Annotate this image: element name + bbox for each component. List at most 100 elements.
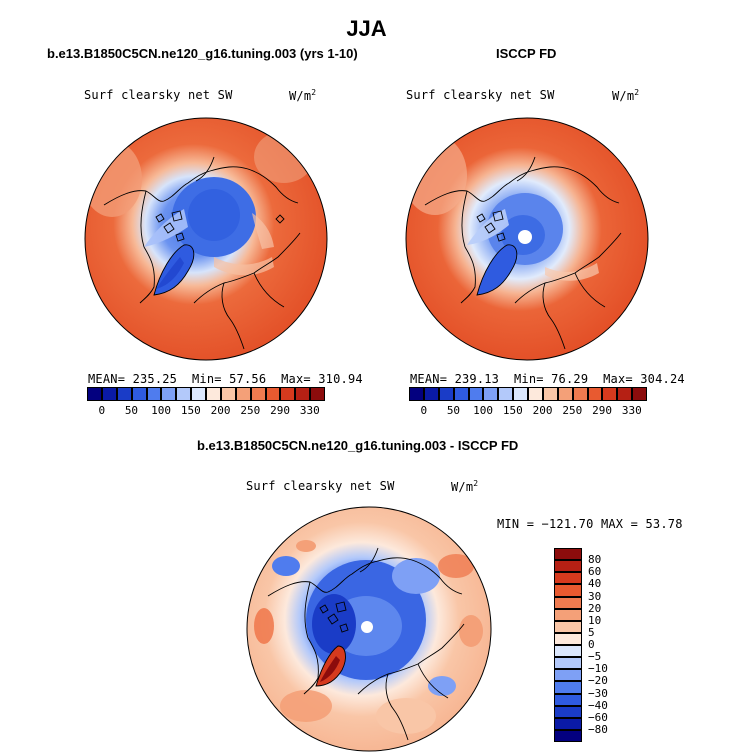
colorbar-tick-label: −80 bbox=[588, 722, 608, 736]
colorbar-swatch bbox=[554, 693, 582, 706]
colorbar-swatch bbox=[554, 572, 582, 585]
panel3-colorbar bbox=[554, 548, 582, 742]
colorbar-swatch bbox=[498, 387, 514, 401]
colorbar-tick-label: 0 bbox=[420, 404, 428, 417]
panel3-variable-label: Surf clearsky net SW bbox=[246, 479, 395, 493]
colorbar-swatch bbox=[528, 387, 543, 401]
colorbar-tick-label: 250 bbox=[240, 404, 261, 417]
colorbar-tick-label: 250 bbox=[562, 404, 583, 417]
colorbar-swatch bbox=[310, 387, 325, 401]
colorbar-swatch bbox=[617, 387, 633, 401]
colorbar-tick-label: 150 bbox=[502, 404, 523, 417]
colorbar-swatch bbox=[131, 387, 147, 401]
colorbar-swatch bbox=[295, 387, 311, 401]
colorbar-tick-label: 330 bbox=[621, 404, 642, 417]
panel1-units-label: W/m2 bbox=[289, 88, 317, 103]
colorbar-swatch bbox=[468, 387, 484, 401]
colorbar-swatch bbox=[146, 387, 162, 401]
colorbar-swatch bbox=[602, 387, 618, 401]
colorbar-swatch bbox=[554, 608, 582, 621]
colorbar-swatch bbox=[554, 657, 582, 670]
colorbar-swatch bbox=[235, 387, 251, 401]
colorbar-tick-label: 100 bbox=[151, 404, 172, 417]
colorbar-swatch bbox=[87, 387, 102, 401]
colorbar-swatch bbox=[265, 387, 281, 401]
panel2-stats: MEAN= 239.13 Min= 76.29 Max= 304.24 bbox=[410, 372, 685, 386]
panel3-colorbar-labels: 80 60 40 30 20 10 5 0 −5 −10 −20 −30 −40 −60 −80 bbox=[588, 548, 628, 742]
colorbar-swatch bbox=[161, 387, 177, 401]
colorbar-swatch bbox=[554, 645, 582, 658]
colorbar-swatch bbox=[554, 632, 582, 645]
panel1-polar-map bbox=[84, 117, 328, 361]
colorbar-swatch bbox=[409, 387, 424, 401]
panel3-title: b.e13.B1850C5CN.ne120_g16.tuning.003 - I… bbox=[197, 438, 519, 453]
panel3-polar-map bbox=[246, 506, 492, 752]
colorbar-swatch bbox=[116, 387, 132, 401]
colorbar-swatch bbox=[250, 387, 266, 401]
panel1-stats: MEAN= 235.25 Min= 57.56 Max= 310.94 bbox=[88, 372, 363, 386]
colorbar-tick-label: 40 bbox=[588, 577, 602, 591]
colorbar-swatch bbox=[554, 548, 582, 561]
colorbar-swatch bbox=[557, 387, 573, 401]
colorbar-swatch bbox=[572, 387, 588, 401]
panel2-title: ISCCP FD bbox=[496, 46, 557, 61]
panel2-colorbar-labels: 0 50 100 150 200 250 290 330 bbox=[409, 404, 647, 418]
colorbar-swatch bbox=[280, 387, 296, 401]
colorbar-swatch bbox=[438, 387, 454, 401]
colorbar-swatch bbox=[206, 387, 221, 401]
colorbar-swatch bbox=[554, 681, 582, 694]
figure-title: JJA bbox=[346, 16, 387, 41]
colorbar-swatch bbox=[220, 387, 236, 401]
colorbar-swatch bbox=[542, 387, 558, 401]
colorbar-swatch bbox=[513, 387, 528, 401]
colorbar-tick-label: 10 bbox=[588, 613, 602, 627]
colorbar-swatch bbox=[632, 387, 647, 401]
colorbar-tick-label: 20 bbox=[588, 601, 602, 615]
panel3-units-label: W/m2 bbox=[451, 479, 479, 494]
colorbar-tick-label: 290 bbox=[592, 404, 613, 417]
colorbar-tick-label: 100 bbox=[473, 404, 494, 417]
colorbar-tick-label: 0 bbox=[98, 404, 106, 417]
colorbar-tick-label: 200 bbox=[210, 404, 231, 417]
colorbar-tick-label: −60 bbox=[588, 710, 608, 724]
colorbar-tick-label: 60 bbox=[588, 565, 602, 579]
colorbar-tick-label: 5 bbox=[588, 625, 595, 639]
panel1-title: b.e13.B1850C5CN.ne120_g16.tuning.003 (yr… bbox=[47, 46, 358, 61]
panel2-colorbar bbox=[409, 387, 647, 401]
colorbar-tick-label: −20 bbox=[588, 674, 608, 688]
colorbar-tick-label: 50 bbox=[124, 404, 139, 417]
colorbar-tick-label: 0 bbox=[588, 638, 595, 651]
panel1-colorbar bbox=[87, 387, 325, 401]
colorbar-swatch bbox=[587, 387, 603, 401]
colorbar-swatch bbox=[554, 596, 582, 609]
colorbar-swatch bbox=[191, 387, 206, 401]
panel1-colorbar-labels: 0 50 100 150 200 250 290 330 bbox=[87, 404, 325, 418]
colorbar-swatch bbox=[176, 387, 192, 401]
colorbar-tick-label: 150 bbox=[180, 404, 201, 417]
colorbar-swatch bbox=[554, 584, 582, 597]
colorbar-swatch bbox=[101, 387, 117, 401]
colorbar-tick-label: 290 bbox=[270, 404, 291, 417]
colorbar-tick-label: −30 bbox=[588, 686, 608, 700]
colorbar-tick-label: 50 bbox=[446, 404, 461, 417]
colorbar-swatch bbox=[423, 387, 439, 401]
colorbar-swatch bbox=[554, 560, 582, 573]
panel2-polar-map bbox=[405, 117, 649, 361]
colorbar-swatch bbox=[554, 717, 582, 730]
colorbar-swatch bbox=[453, 387, 469, 401]
colorbar-tick-label: −10 bbox=[588, 662, 608, 676]
colorbar-tick-label: 200 bbox=[532, 404, 553, 417]
colorbar-tick-label: −5 bbox=[588, 650, 602, 664]
panel1-variable-label: Surf clearsky net SW bbox=[84, 88, 233, 102]
colorbar-swatch bbox=[554, 729, 582, 742]
panel2-variable-label: Surf clearsky net SW bbox=[406, 88, 555, 102]
colorbar-swatch bbox=[554, 620, 582, 633]
colorbar-swatch bbox=[554, 705, 582, 718]
colorbar-swatch bbox=[483, 387, 499, 401]
colorbar-tick-label: 80 bbox=[588, 553, 602, 567]
panel3-stats: MIN = −121.70 MAX = 53.78 bbox=[497, 517, 683, 531]
colorbar-tick-label: 30 bbox=[588, 589, 602, 603]
colorbar-swatch bbox=[554, 669, 582, 682]
panel2-units-label: W/m2 bbox=[612, 88, 640, 103]
colorbar-tick-label: −40 bbox=[588, 698, 608, 712]
